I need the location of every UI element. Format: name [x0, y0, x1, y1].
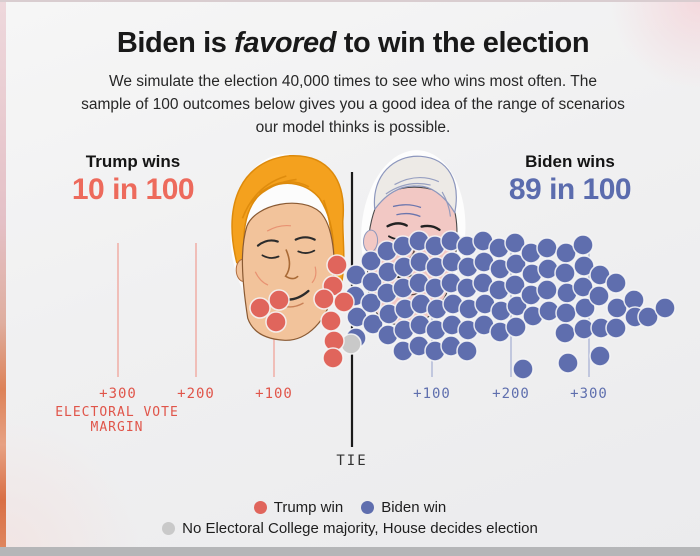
page-title: Biden is favored to win the election: [10, 27, 696, 60]
sim-dot-biden-win: [456, 340, 478, 362]
biden-odds-block: Biden wins 89 in 100: [470, 152, 670, 207]
sim-dot-trump-win: [320, 310, 342, 332]
legend-row-2: No Electoral College majority, House dec…: [0, 518, 700, 539]
legend: Trump win Biden win No Electoral College…: [0, 497, 700, 539]
axis-tick-right-+100: +100: [413, 386, 451, 402]
sim-dot-trump-win: [313, 288, 335, 310]
sim-dot-biden-win: [536, 237, 558, 259]
sim-dot-biden-win: [605, 272, 627, 294]
sim-dot-biden-win: [505, 253, 527, 275]
legend-label-no-majority: No Electoral College majority, House dec…: [182, 520, 538, 537]
sim-dot-biden-win: [504, 274, 526, 296]
sim-dot-trump-win: [265, 311, 287, 333]
sim-dot-biden-win: [557, 352, 579, 374]
trump-wins-label: Trump wins: [85, 152, 181, 171]
page-subtitle: We simulate the election 40,000 times to…: [10, 70, 696, 139]
axis-tick-left-+100: +100: [255, 386, 293, 402]
x-axis-title-line: MARGIN: [90, 420, 144, 435]
sim-dot-trump-win: [268, 289, 290, 311]
sim-dot-trump-win: [322, 347, 344, 369]
biden-odds-value: 89 in 100: [508, 173, 632, 206]
sim-dot-biden-win: [572, 276, 594, 298]
page-top-border: [0, 0, 700, 2]
sim-dot-biden-win: [504, 232, 526, 254]
legend-item-trump-win: Trump win: [253, 499, 344, 516]
axis-tick-left-+300: +300: [99, 386, 137, 402]
legend-label-trump-win: Trump win: [273, 499, 344, 516]
no-majority-dot-icon: [162, 522, 176, 535]
sim-dot-biden-win: [654, 297, 676, 319]
subtitle-line: We simulate the election 40,000 times to…: [109, 73, 597, 90]
sim-dot-biden-win: [572, 234, 594, 256]
sim-dot-biden-win: [360, 250, 382, 272]
x-axis-title-line: ELECTORAL VOTE: [55, 405, 179, 420]
title-pre: Biden is: [116, 27, 227, 59]
simulation-dots: [249, 230, 676, 380]
title-emphasis: favored: [234, 27, 337, 59]
sim-dot-biden-win: [588, 285, 610, 307]
sim-dot-biden-win: [554, 262, 576, 284]
biden-win-dot-icon: [361, 501, 375, 514]
sim-dot-trump-win: [333, 291, 355, 313]
trump-win-dot-icon: [253, 501, 267, 514]
sim-dot-trump-win: [326, 254, 348, 276]
sim-dot-biden-win: [536, 279, 558, 301]
sim-dot-biden-win: [637, 306, 659, 328]
legend-item-biden-win: Biden win: [361, 499, 446, 516]
trump-face-illustration: [230, 154, 345, 341]
sim-dot-biden-win: [505, 316, 527, 338]
page-bottom-bar: [0, 547, 700, 556]
sim-dot-biden-win: [554, 322, 576, 344]
page-left-edge-decoration: [0, 0, 6, 556]
sim-dot-biden-win: [574, 297, 596, 319]
sim-dot-biden-win: [605, 317, 627, 339]
legend-label-biden-win: Biden win: [381, 499, 447, 516]
axis-tick-left-+200: +200: [177, 386, 215, 402]
tie-axis-label: TIE: [336, 453, 368, 469]
sim-dot-biden-win: [506, 295, 528, 317]
axis-tick-right-+200: +200: [492, 386, 530, 402]
trump-odds-value: 10 in 100: [71, 173, 195, 206]
x-axis-title: ELECTORAL VOTE MARGIN: [22, 405, 212, 435]
sim-dot-biden-win: [555, 302, 577, 324]
sim-dot-biden-win: [573, 255, 595, 277]
legend-row-1: Trump win Biden win: [0, 497, 700, 518]
sim-dot-biden-win: [360, 292, 382, 314]
biden-wins-label: Biden wins: [525, 152, 615, 171]
sim-dot-trump-win: [249, 297, 271, 319]
subtitle-line: our model thinks is possible.: [255, 119, 451, 136]
legend-item-no-majority: No Electoral College majority, House dec…: [162, 520, 538, 537]
subtitle-line: sample of 100 outcomes below gives you a…: [81, 96, 625, 113]
sim-dot-biden-win: [361, 271, 383, 293]
sim-dot-biden-win: [362, 313, 384, 335]
sim-dot-biden-win: [512, 358, 534, 380]
trump-odds-block: Trump wins 10 in 100: [33, 152, 233, 207]
title-post: to win the election: [343, 27, 590, 59]
sim-dot-biden-win: [589, 345, 611, 367]
axis-tick-right-+300: +300: [570, 386, 608, 402]
